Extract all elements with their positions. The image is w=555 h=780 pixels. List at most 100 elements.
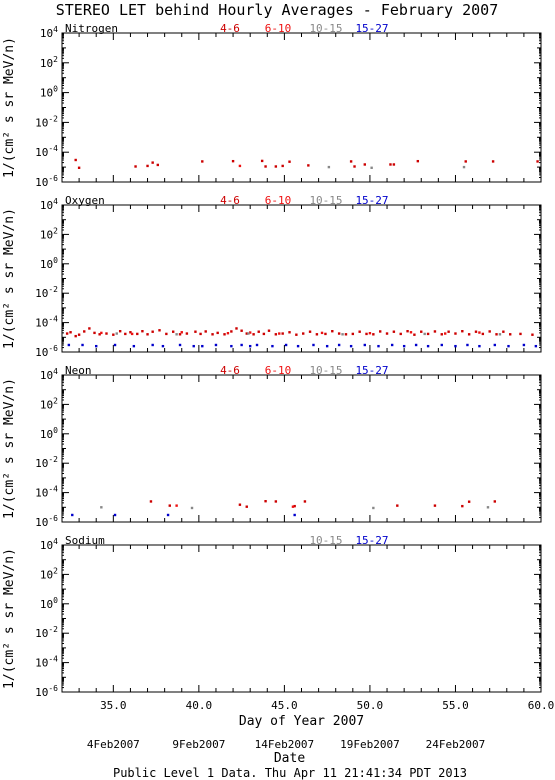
data-point-4-6: [519, 332, 522, 336]
data-point-10-15: [190, 506, 194, 510]
data-point-4-6: [474, 330, 478, 333]
data-point-4-6: [88, 327, 91, 330]
data-point-4-6: [134, 165, 137, 168]
data-point-4-6: [399, 332, 402, 336]
data-point-4-6: [74, 334, 77, 338]
y-tick-label: 10-6: [35, 174, 58, 189]
data-point-4-6: [392, 330, 396, 333]
data-point-4-6: [112, 333, 115, 336]
x-tick-label: 40.0: [186, 699, 213, 712]
date-tick-label: 14Feb2007: [255, 738, 315, 751]
data-point-10-15: [247, 332, 250, 335]
data-point-4-6: [252, 333, 255, 336]
data-point-4-6: [385, 332, 389, 335]
data-point-4-6: [461, 329, 464, 333]
date-axis-label: Date: [274, 751, 305, 766]
data-point-15-27: [113, 343, 117, 347]
data-point-4-6: [308, 330, 312, 333]
data-point-15-27: [178, 343, 182, 347]
data-point-4-6: [223, 333, 226, 336]
data-point-4-6: [307, 164, 310, 167]
y-tick-label: 10-4: [35, 144, 58, 159]
legend-range-6-10: 6-10: [265, 194, 292, 207]
data-point-15-27: [192, 344, 195, 348]
data-point-4-6: [454, 332, 457, 335]
data-point-4-6: [488, 330, 491, 333]
data-point-4-6: [146, 333, 149, 336]
data-point-4-6: [83, 330, 86, 333]
data-point-15-27: [363, 343, 366, 347]
data-point-4-6: [531, 333, 534, 336]
data-point-4-6: [372, 333, 375, 336]
data-point-15-27: [507, 344, 510, 348]
data-point-15-27: [478, 344, 481, 348]
data-point-4-6: [129, 331, 132, 334]
data-point-4-6: [461, 504, 464, 508]
data-point-4-6: [293, 504, 296, 508]
data-point-4-6: [156, 163, 159, 167]
data-point-15-27: [230, 344, 233, 348]
data-point-15-27: [81, 343, 84, 347]
data-point-15-27: [113, 513, 117, 517]
data-point-4-6: [230, 330, 233, 333]
data-point-15-27: [293, 513, 296, 517]
data-point-4-6: [351, 332, 355, 336]
data-point-4-6: [146, 164, 149, 168]
data-point-15-27: [402, 344, 406, 348]
data-point-4-6: [353, 165, 356, 168]
data-point-6-10: [226, 332, 230, 335]
y-axis-label: 1/(cm² s sr MeV/n): [2, 208, 17, 349]
data-point-4-6: [420, 330, 423, 333]
data-point-4-6: [447, 330, 450, 333]
data-point-4-6: [151, 330, 154, 333]
data-point-15-27: [151, 343, 154, 347]
data-point-15-27: [132, 344, 136, 348]
data-point-4-6: [171, 330, 175, 333]
data-point-15-27: [440, 343, 443, 347]
data-point-4-6: [467, 500, 471, 503]
data-point-15-27: [534, 344, 538, 348]
data-point-6-10: [130, 332, 134, 336]
data-point-6-10: [478, 331, 481, 334]
data-point-4-6: [274, 500, 278, 503]
y-tick-label: 100: [40, 596, 58, 611]
y-tick-label: 104: [40, 197, 58, 212]
date-tick-label: 9Feb2007: [172, 738, 225, 751]
data-point-4-6: [440, 333, 443, 336]
panel-element-label: Nitrogen: [65, 22, 118, 35]
data-point-4-6: [69, 331, 72, 334]
data-point-15-27: [71, 513, 74, 517]
y-tick-label: 104: [40, 367, 58, 382]
data-point-15-27: [248, 344, 252, 348]
footer-text: Public Level 1 Data. Thu Apr 11 21:41:34…: [113, 766, 467, 780]
data-point-4-6: [295, 333, 298, 336]
y-axis-label: 1/(cm² s sr MeV/n): [2, 548, 17, 689]
y-tick-label: 10-2: [35, 455, 58, 470]
data-point-6-10: [180, 331, 183, 334]
plot-frame: [61, 544, 542, 693]
data-point-4-6: [491, 160, 495, 163]
date-tick-label: 24Feb2007: [426, 738, 486, 751]
y-tick-label: 102: [40, 566, 58, 581]
data-point-4-6: [264, 499, 267, 503]
data-point-4-6: [264, 165, 267, 168]
data-point-15-27: [95, 344, 98, 348]
x-tick-label: 60.0: [528, 699, 555, 712]
data-point-6-10: [409, 331, 413, 334]
x-tick-label: 50.0: [357, 699, 384, 712]
data-point-4-6: [240, 329, 243, 332]
data-point-4-6: [281, 164, 284, 168]
data-point-15-27: [522, 343, 526, 347]
y-tick-label: 102: [40, 226, 58, 241]
data-point-4-6: [433, 330, 437, 333]
legend-range-6-10: 6-10: [265, 22, 292, 35]
panel-nitrogen: Nitrogen 4-6 6-10 10-15 15-27 10-6 10-4 10-2 100…: [2, 22, 542, 189]
data-point-4-6: [262, 332, 266, 336]
data-point-15-27: [377, 344, 380, 348]
data-point-6-10: [100, 331, 103, 335]
data-point-4-6: [365, 332, 368, 336]
data-point-4-6: [481, 332, 485, 336]
data-point-4-6: [260, 159, 264, 163]
data-point-4-6: [344, 333, 348, 336]
